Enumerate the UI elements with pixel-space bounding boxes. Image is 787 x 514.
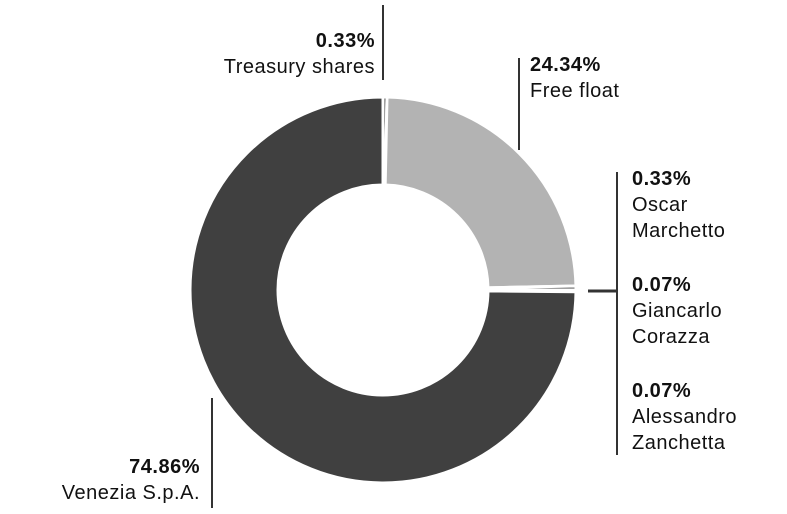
slice [188, 95, 578, 485]
value-label: 0.33% [632, 168, 692, 190]
value-label: 24.34% [530, 54, 601, 76]
value-label: 0.07% [632, 380, 692, 402]
value-label: 74.86% [129, 456, 200, 478]
label: 24.34% Free float [530, 52, 619, 104]
slices [188, 95, 578, 485]
slice [383, 95, 578, 290]
label: 0.33% Treasury shares [224, 28, 375, 80]
leader-lines [211, 5, 618, 508]
label: 74.86% Venezia S.p.A. [62, 454, 200, 506]
category-label: Oscar Marchetto [632, 194, 726, 242]
category-label: Free float [530, 80, 620, 102]
value-label: 0.07% [632, 274, 692, 296]
value-label: 0.33% [315, 30, 375, 52]
category-label: Alessandro Zanchetta [632, 406, 738, 454]
label: 0.33% Oscar Marchetto [632, 166, 752, 244]
category-label: Giancarlo Corazza [632, 300, 723, 348]
label: 0.07% Giancarlo Corazza [632, 272, 752, 350]
category-label: Venezia S.p.A. [61, 482, 200, 504]
category-label: Treasury shares [223, 56, 375, 78]
label: 0.07% Alessandro Zanchetta [632, 378, 772, 456]
